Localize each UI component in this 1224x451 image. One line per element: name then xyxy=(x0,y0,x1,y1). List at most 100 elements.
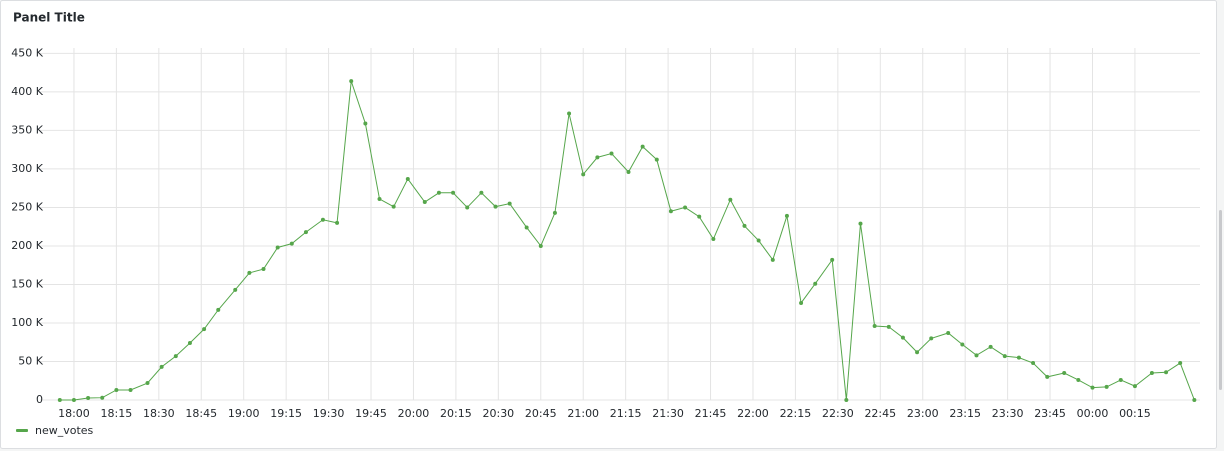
data-point xyxy=(858,221,863,226)
legend-label: new_votes xyxy=(35,424,94,437)
data-point xyxy=(872,324,877,329)
data-point xyxy=(960,342,965,347)
data-point xyxy=(609,151,614,156)
x-tick-label: 22:30 xyxy=(822,407,854,420)
data-point xyxy=(654,157,659,162)
data-point xyxy=(493,204,498,209)
x-tick-label: 20:15 xyxy=(440,407,472,420)
data-point xyxy=(247,270,252,275)
data-point xyxy=(173,354,178,359)
x-tick-label: 22:45 xyxy=(864,407,896,420)
data-point xyxy=(320,217,325,222)
x-tick-label: 23:15 xyxy=(949,407,981,420)
data-point xyxy=(187,341,192,346)
data-point xyxy=(581,172,586,177)
data-point xyxy=(57,398,62,402)
data-point xyxy=(451,190,456,195)
data-point xyxy=(1076,377,1081,382)
x-tick-label: 18:00 xyxy=(58,407,90,420)
data-point xyxy=(668,209,673,214)
data-point xyxy=(886,324,891,329)
data-point xyxy=(946,330,951,335)
data-point xyxy=(335,220,340,225)
data-point xyxy=(422,200,427,205)
data-point xyxy=(683,205,688,210)
data-point xyxy=(1104,384,1109,389)
data-point xyxy=(303,230,308,235)
data-point xyxy=(114,387,119,392)
data-point xyxy=(405,176,410,181)
x-tick-label: 23:00 xyxy=(907,407,939,420)
data-point xyxy=(756,238,761,243)
data-point xyxy=(813,281,818,286)
data-point xyxy=(1062,371,1067,376)
x-tick-label: 21:15 xyxy=(610,407,642,420)
x-tick-label: 18:15 xyxy=(101,407,133,420)
data-point xyxy=(465,205,470,210)
x-tick-label: 19:45 xyxy=(355,407,387,420)
data-point xyxy=(770,257,775,262)
data-point xyxy=(86,395,91,400)
data-point xyxy=(742,223,747,228)
x-tick-label: 22:15 xyxy=(780,407,812,420)
data-point xyxy=(71,398,76,402)
y-tick-label: 300 K xyxy=(11,162,43,175)
data-point xyxy=(377,196,382,201)
panel-title: Panel Title xyxy=(13,11,85,25)
data-point xyxy=(929,336,934,341)
y-tick-label: 200 K xyxy=(11,239,43,252)
x-tick-label: 18:45 xyxy=(185,407,217,420)
legend-swatch xyxy=(16,429,28,432)
data-point xyxy=(159,364,164,369)
data-point xyxy=(128,387,133,392)
data-point xyxy=(538,243,543,248)
x-tick-label: 19:15 xyxy=(270,407,302,420)
data-point xyxy=(784,213,789,218)
x-tick-label: 23:30 xyxy=(992,407,1024,420)
x-tick-label: 00:00 xyxy=(1077,407,1109,420)
x-tick-label: 20:30 xyxy=(482,407,514,420)
data-point xyxy=(363,121,368,126)
y-tick-label: 400 K xyxy=(11,85,43,98)
data-point xyxy=(436,190,441,195)
x-tick-label: 20:00 xyxy=(398,407,430,420)
data-point xyxy=(275,245,280,250)
x-tick-label: 18:30 xyxy=(143,407,175,420)
x-tick-label: 23:45 xyxy=(1034,407,1066,420)
data-point xyxy=(507,201,512,206)
y-tick-label: 150 K xyxy=(11,277,43,290)
data-point xyxy=(900,335,905,340)
data-point xyxy=(799,300,804,305)
data-point xyxy=(728,197,733,202)
data-point xyxy=(974,353,979,358)
data-point xyxy=(1090,385,1095,390)
x-tick-label: 22:00 xyxy=(737,407,769,420)
data-point xyxy=(261,267,266,272)
data-point xyxy=(1132,384,1137,389)
data-point xyxy=(1164,370,1169,375)
x-tick-label: 19:30 xyxy=(313,407,345,420)
data-point xyxy=(100,395,105,400)
scrollbar xyxy=(1219,210,1222,390)
data-point xyxy=(915,350,920,355)
data-point xyxy=(1149,371,1154,376)
y-tick-label: 350 K xyxy=(11,123,43,136)
data-point xyxy=(697,214,702,219)
data-point xyxy=(640,144,645,149)
data-point xyxy=(552,210,557,215)
data-point xyxy=(289,241,294,246)
data-point xyxy=(391,204,396,209)
data-point xyxy=(479,190,484,195)
x-tick-label: 20:45 xyxy=(525,407,557,420)
data-point xyxy=(567,111,572,116)
data-point xyxy=(1045,374,1050,379)
data-point xyxy=(711,237,716,242)
y-tick-label: 250 K xyxy=(11,200,43,213)
data-point xyxy=(1192,398,1197,402)
y-tick-label: 50 K xyxy=(18,354,43,367)
data-point xyxy=(1178,361,1183,366)
data-point xyxy=(233,287,238,292)
x-tick-label: 00:15 xyxy=(1119,407,1151,420)
